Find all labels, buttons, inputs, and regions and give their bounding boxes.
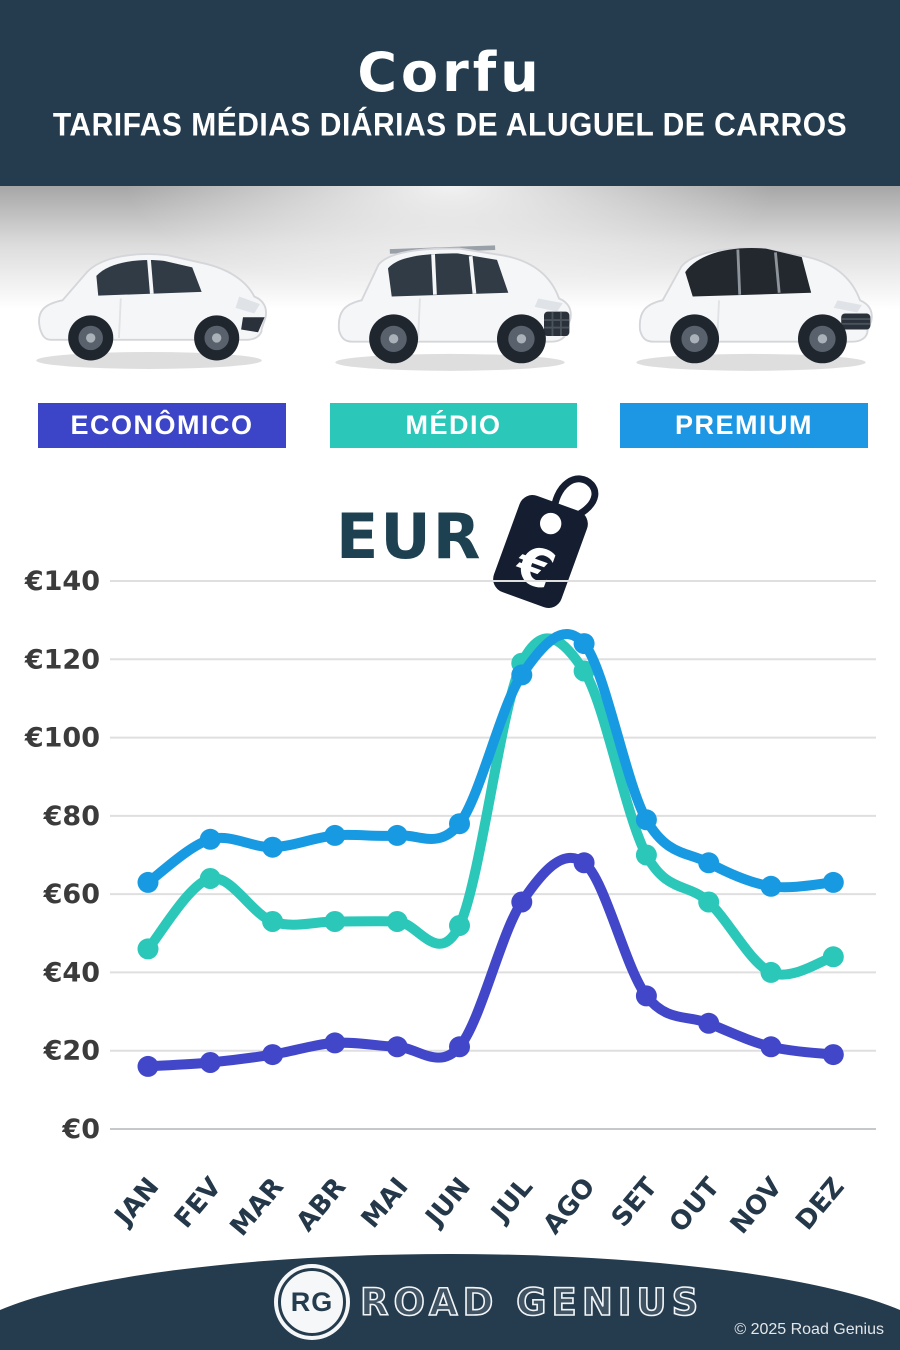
- x-axis-month-label: JAN: [108, 1172, 165, 1232]
- x-axis-month-label: AGO: [538, 1172, 602, 1240]
- logo-initials: RG: [290, 1286, 334, 1317]
- series-line-médio: [143, 633, 839, 980]
- x-axis-month-label: JUL: [484, 1172, 539, 1229]
- y-axis-tick-label: €0: [61, 1114, 100, 1145]
- x-axis-month-label: FEV: [169, 1172, 228, 1234]
- y-axis-tick-label: €120: [24, 644, 100, 675]
- data-point: [324, 911, 346, 932]
- category-label-premium-text: PREMIUM: [675, 410, 813, 440]
- midsize-suv-car-image: [335, 245, 572, 371]
- data-point: [262, 836, 284, 858]
- data-point: [635, 985, 657, 1007]
- data-point: [822, 946, 844, 968]
- category-label-economy-text: ECONÔMICO: [70, 410, 254, 440]
- data-point: [199, 828, 221, 850]
- series-line-premium: [143, 629, 839, 893]
- x-axis-month-label: ABR: [291, 1172, 353, 1237]
- y-axis-tick-label: €60: [43, 879, 100, 910]
- brand-name: ROAD GENIUS: [359, 1280, 704, 1325]
- category-label-mid: MÉDIO: [330, 403, 577, 448]
- x-axis-month-label: OUT: [664, 1172, 726, 1238]
- data-point: [386, 911, 408, 932]
- data-point: [262, 1044, 284, 1066]
- data-point: [449, 915, 470, 936]
- data-point: [324, 1032, 346, 1054]
- data-point: [698, 852, 720, 874]
- data-point: [386, 824, 408, 846]
- y-axis-tick-label: €80: [43, 801, 100, 832]
- data-point: [137, 1055, 159, 1077]
- data-point: [573, 660, 595, 682]
- copyright-text: © 2025 Road Genius: [734, 1321, 884, 1338]
- data-point: [137, 871, 159, 893]
- data-point: [449, 813, 470, 835]
- data-point: [760, 875, 782, 897]
- series-line-econômico: [143, 852, 839, 1072]
- road-genius-logo-icon: RG: [274, 1264, 350, 1340]
- currency-label: EUR: [336, 500, 483, 573]
- premium-suv-car-image: [636, 247, 873, 371]
- x-axis-month-label: NOV: [725, 1172, 789, 1240]
- page-subtitle: TARIFAS MÉDIAS DIÁRIAS DE ALUGUEL DE CAR…: [52, 107, 848, 143]
- data-point: [760, 961, 782, 983]
- data-point: [822, 1044, 844, 1066]
- data-point: [199, 868, 221, 889]
- data-point: [698, 891, 720, 913]
- data-point: [511, 664, 533, 686]
- data-point: [635, 844, 657, 866]
- data-point: [760, 1036, 782, 1058]
- rates-chart: €0 €20 €40 €60 €80 €100 €120 €140 JAN FEV MAR ABR MA…: [0, 550, 900, 1240]
- data-point: [199, 1052, 221, 1073]
- data-point: [449, 1036, 470, 1058]
- category-label-premium: PREMIUM: [620, 403, 868, 448]
- y-axis-tick-label: €40: [43, 957, 100, 988]
- data-point: [822, 871, 844, 893]
- category-label-economy: ECONÔMICO: [38, 403, 286, 448]
- cars-row: [0, 200, 900, 400]
- data-point: [137, 938, 159, 960]
- data-point: [635, 809, 657, 831]
- y-axis-tick-label: €20: [43, 1036, 100, 1067]
- data-point: [573, 633, 595, 655]
- y-axis-tick-label: €140: [24, 566, 100, 597]
- data-point: [386, 1036, 408, 1058]
- y-axis-tick-label: €100: [24, 723, 100, 754]
- x-axis-month-label: MAI: [356, 1172, 415, 1234]
- x-axis-month-label: MAR: [225, 1172, 290, 1240]
- data-point: [324, 824, 346, 846]
- x-axis-month-label: DEZ: [790, 1172, 850, 1236]
- x-axis-month-label: SET: [606, 1172, 664, 1233]
- page-title: Corfu: [357, 41, 543, 105]
- x-axis-month-label: JUN: [419, 1172, 477, 1233]
- euro-price-tag-icon: €: [493, 475, 599, 609]
- data-point: [573, 852, 595, 874]
- data-point: [262, 911, 284, 932]
- data-point: [698, 1012, 720, 1034]
- category-label-mid-text: MÉDIO: [405, 410, 502, 440]
- logo-ring: RG: [278, 1268, 346, 1336]
- economy-hatchback-car-image: [36, 253, 267, 369]
- data-point: [511, 891, 533, 913]
- header: Corfu TARIFAS MÉDIAS DIÁRIAS DE ALUGUEL …: [0, 0, 900, 186]
